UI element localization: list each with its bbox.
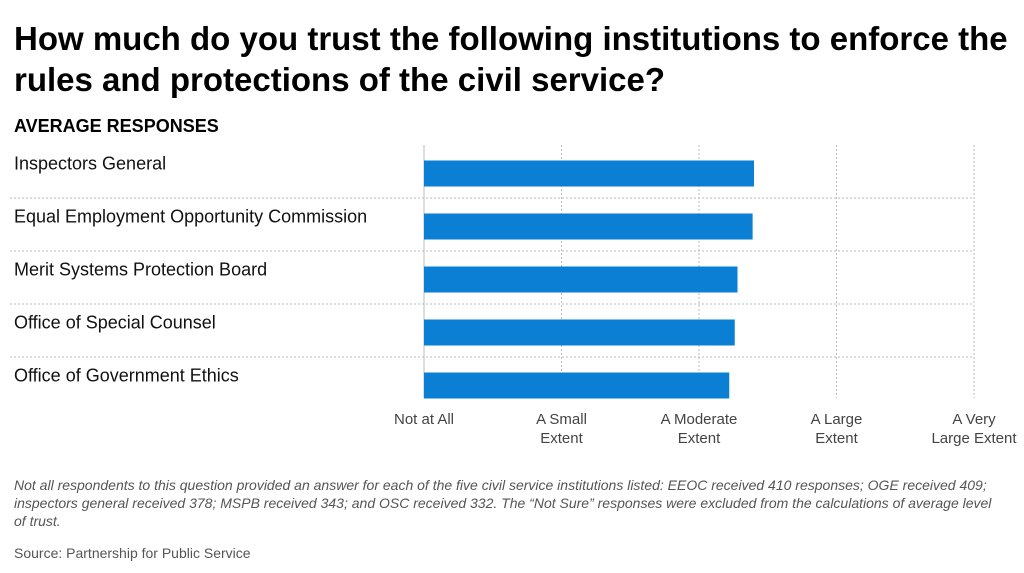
label-layer: Inspectors General Equal Employment Oppor… [14,154,1017,448]
bar [424,213,753,240]
source-note: Source: Partnership for Public Service [14,545,251,561]
bar-layer [424,160,754,399]
bar [424,160,754,187]
chart-subtitle: AVERAGE RESPONSES [14,116,219,136]
x-tick-label: A Moderate Extent [661,411,738,447]
bar-chart: Inspectors General Equal Employment Oppor… [10,145,1017,448]
chart-title: How much do you trust the following inst… [14,20,1008,98]
grid-layer [10,145,975,398]
bar [424,319,735,346]
x-tick-label: A Small Extent [536,411,587,447]
category-label: Equal Employment Opportunity Commission [14,207,367,227]
category-label: Inspectors General [14,154,166,174]
x-tick-label: A Very Large Extent [931,411,1017,447]
category-label: Office of Special Counsel [14,313,216,333]
bar [424,266,738,293]
x-tick-label: Not at All [394,411,454,428]
category-label: Merit Systems Protection Board [14,260,267,280]
category-label: Office of Government Ethics [14,366,239,386]
bar [424,372,730,399]
footnote: Not all respondents to this question pro… [14,477,992,529]
x-tick-label: A Large Extent [811,411,863,447]
